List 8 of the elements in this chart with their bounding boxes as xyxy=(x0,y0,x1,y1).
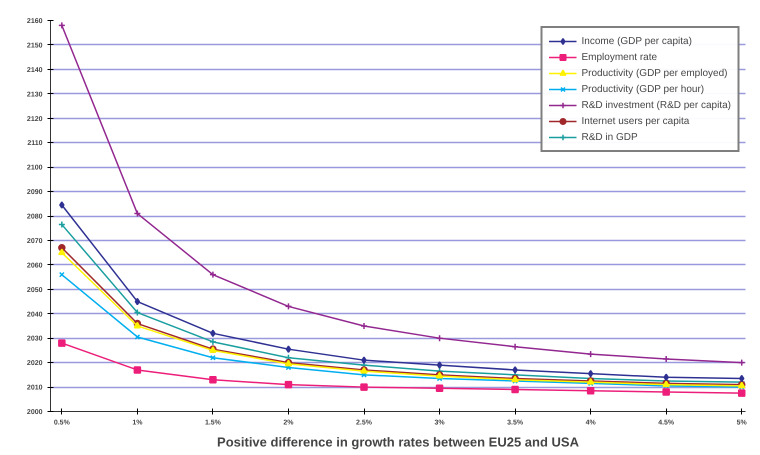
legend-label: R&D investment (R&D per capita) xyxy=(582,98,731,112)
legend-label: R&D in GDP xyxy=(582,130,638,144)
legend-label: Employment rate xyxy=(582,50,658,64)
legend-label: Productivity (GDP per employed) xyxy=(582,66,728,80)
legend-label: Internet users per capita xyxy=(582,114,690,128)
legend-label: Income (GDP per capita) xyxy=(582,34,692,48)
x-axis-title: Positive difference in growth rates between EU25 and USA xyxy=(217,434,580,450)
legend-label: Productivity (GDP per hour) xyxy=(582,82,704,96)
